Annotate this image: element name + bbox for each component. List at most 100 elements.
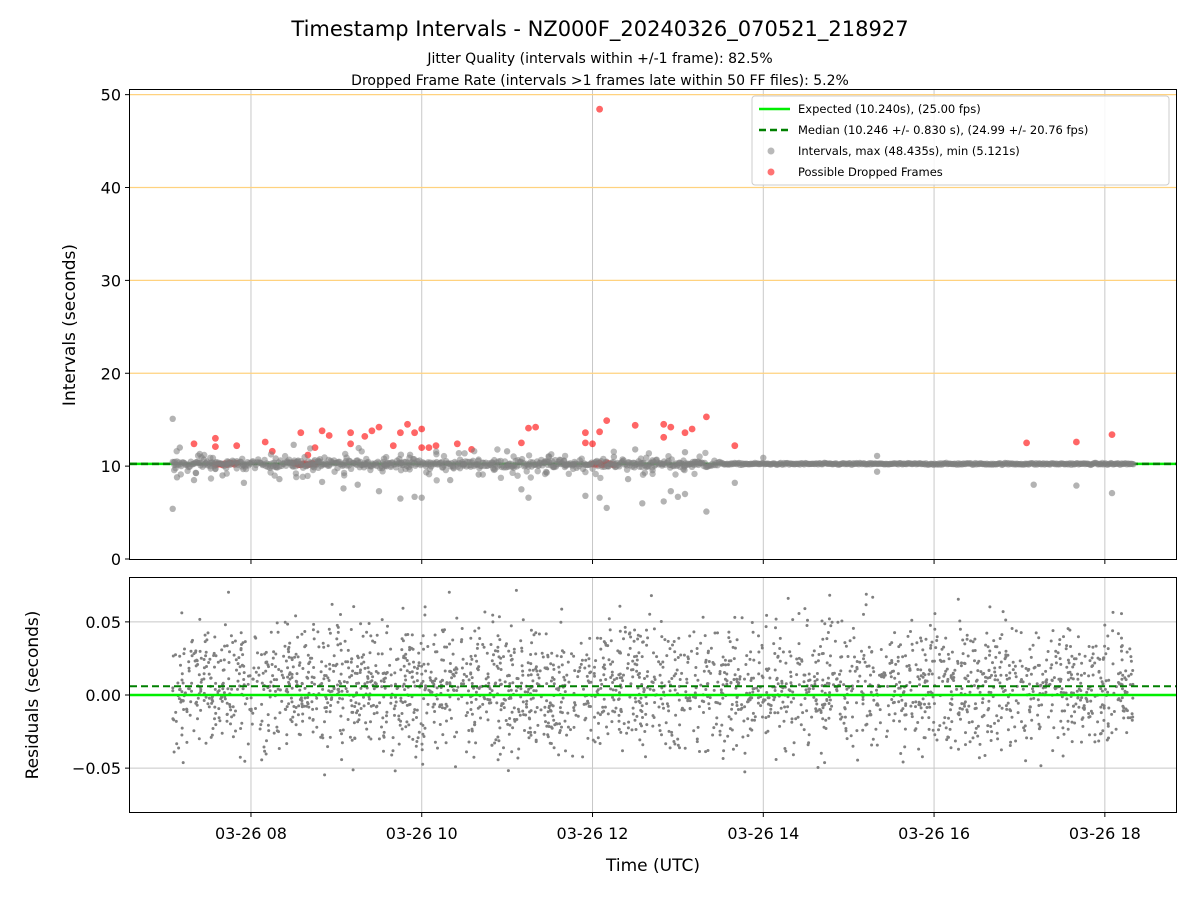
interval-point — [299, 473, 306, 480]
residual-point — [1041, 681, 1045, 685]
residual-point — [931, 728, 935, 732]
residual-point — [504, 644, 508, 648]
residual-point — [938, 652, 941, 656]
residual-point — [410, 633, 414, 637]
interval-outlier-point — [660, 498, 667, 505]
residual-point — [814, 660, 818, 664]
dropped-frame-point — [681, 429, 689, 437]
residual-point — [1014, 629, 1018, 633]
residual-point — [595, 636, 599, 640]
residual-point — [467, 689, 470, 693]
residual-point — [651, 724, 655, 728]
residual-point — [422, 735, 426, 738]
x-tick-label: 03-26 12 — [557, 824, 629, 843]
residual-point — [207, 705, 211, 709]
residual-point — [690, 649, 693, 653]
residual-point — [499, 668, 503, 671]
residual-point — [933, 612, 937, 616]
residual-point — [470, 657, 474, 661]
residual-point — [935, 635, 939, 639]
residual-point — [601, 656, 605, 660]
residual-point — [533, 710, 537, 714]
residual-point — [792, 741, 796, 745]
residual-point — [310, 700, 314, 704]
residual-point — [963, 642, 967, 646]
residual-point — [392, 707, 396, 711]
residual-point — [204, 654, 208, 658]
residual-point — [320, 660, 324, 664]
residual-point — [733, 673, 737, 677]
residual-point — [949, 690, 953, 694]
residual-point — [956, 659, 960, 663]
dropped-frame-point — [532, 423, 539, 431]
residual-point — [1028, 710, 1032, 714]
residual-point — [896, 655, 900, 659]
residual-point — [182, 708, 186, 711]
residual-point — [231, 735, 235, 739]
residual-point — [328, 631, 332, 635]
residuals-y-ticks: 0.050.00−0.05 — [72, 613, 130, 778]
residual-point — [509, 654, 513, 658]
residual-point — [478, 705, 482, 709]
residual-point — [909, 688, 913, 692]
residual-point — [401, 684, 405, 688]
residual-point — [1070, 740, 1074, 744]
residual-point — [555, 654, 559, 658]
residual-point — [300, 632, 304, 636]
residual-point — [767, 714, 771, 718]
residual-point — [1006, 701, 1010, 705]
residual-point — [1120, 644, 1124, 648]
interval-outlier-point — [582, 492, 589, 499]
residual-point — [431, 705, 435, 709]
residual-point — [1118, 682, 1122, 686]
residual-point — [789, 675, 793, 678]
residual-point — [838, 672, 841, 676]
residual-point — [1120, 649, 1123, 653]
residual-point — [670, 730, 674, 734]
residual-point — [759, 704, 763, 708]
interval-outlier-point — [276, 475, 283, 483]
residual-point — [1051, 629, 1055, 633]
residual-point — [477, 626, 481, 630]
interval-outlier-point — [674, 493, 682, 500]
residual-point — [227, 590, 230, 594]
residual-point — [214, 711, 218, 715]
residual-point — [349, 660, 353, 664]
residual-point — [947, 657, 951, 661]
residual-point — [385, 671, 389, 674]
residual-point — [220, 699, 224, 703]
residual-point — [673, 650, 677, 654]
residual-point — [1070, 720, 1074, 724]
residual-point — [497, 655, 501, 659]
residual-point — [1023, 724, 1027, 728]
residual-point — [172, 750, 176, 754]
residual-point — [823, 761, 827, 765]
residual-point — [492, 662, 496, 666]
interval-point — [510, 464, 517, 471]
residual-point — [986, 645, 990, 649]
residual-point — [698, 750, 701, 753]
residual-point — [986, 730, 990, 734]
residual-point — [945, 738, 949, 742]
residual-point — [251, 711, 255, 715]
residual-point — [1090, 665, 1094, 668]
residual-point — [855, 660, 859, 663]
residual-point — [824, 718, 828, 722]
residual-point — [399, 696, 403, 700]
residual-point — [521, 709, 525, 713]
interval-outlier-point — [1030, 481, 1037, 488]
residual-point — [183, 691, 187, 695]
residual-point — [356, 720, 360, 724]
residual-point — [272, 678, 276, 682]
residual-point — [284, 708, 288, 711]
interval-point — [345, 462, 352, 469]
residual-point — [196, 696, 200, 700]
residual-point — [359, 622, 363, 626]
residual-point — [362, 660, 366, 664]
residual-point — [923, 653, 927, 657]
residual-point — [989, 691, 993, 694]
residual-point — [187, 669, 191, 673]
interval-point — [649, 470, 656, 478]
interval-outlier-point — [1073, 482, 1080, 489]
residual-point — [614, 688, 618, 692]
